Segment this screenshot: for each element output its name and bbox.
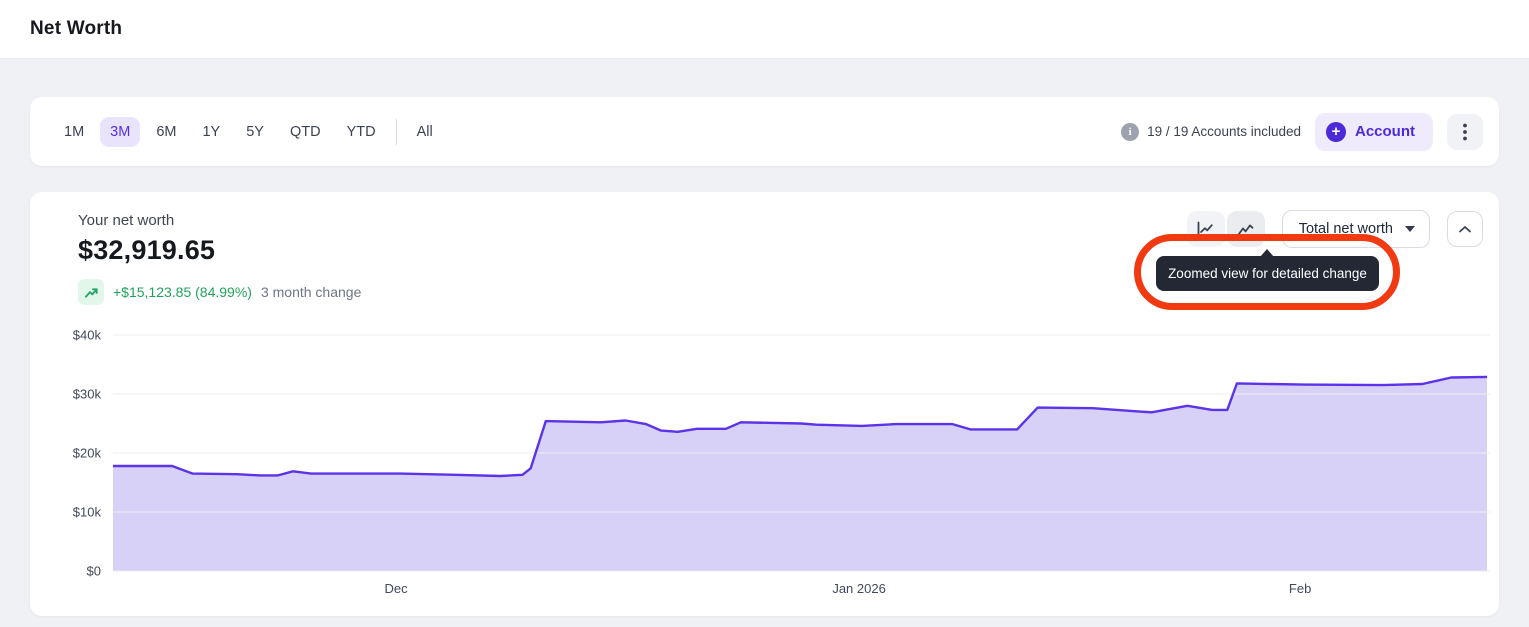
add-account-button[interactable]: + Account (1315, 112, 1433, 151)
net-worth-card: Your net worth $32,919.65 +$15,123.85 (8… (30, 192, 1499, 616)
plus-icon: + (1326, 121, 1346, 142)
kebab-menu-icon (1463, 123, 1467, 140)
chart-axes-icon (1197, 221, 1215, 236)
zoomed-chart-view-button[interactable] (1226, 211, 1265, 247)
info-icon[interactable]: i (1121, 122, 1140, 141)
timerange-selector: 1M 3M 6M 1Y 5Y QTD YTD (54, 116, 386, 147)
svg-text:Feb: Feb (1289, 581, 1311, 596)
trend-up-icon (84, 287, 98, 298)
chart-controls: Total net worth (1186, 210, 1483, 248)
svg-text:Jan 2026: Jan 2026 (832, 581, 886, 596)
collapse-card-button[interactable] (1447, 211, 1483, 247)
chevron-up-icon (1459, 225, 1471, 232)
toolbar-right: i 19 / 19 Accounts included + Account (1121, 112, 1483, 151)
svg-text:Dec: Dec (384, 581, 408, 596)
timerange-1y[interactable]: 1Y (202, 123, 221, 140)
change-row: +$15,123.85 (84.99%) 3 month change (78, 279, 361, 305)
zoomed-trend-icon (1237, 224, 1254, 235)
divider (395, 118, 397, 145)
timerange-all[interactable]: All (416, 123, 433, 140)
svg-text:$10k: $10k (73, 505, 102, 520)
change-period: 3 month change (260, 284, 362, 300)
net-worth-summary: Your net worth $32,919.65 +$15,123.85 (8… (78, 212, 361, 305)
standard-chart-view-button[interactable] (1186, 211, 1225, 247)
tooltip-text: Zoomed view for detailed change (1168, 266, 1367, 281)
kebab-menu-button[interactable] (1447, 113, 1483, 150)
timerange-6m[interactable]: 6M (156, 123, 177, 140)
add-account-label: Account (1355, 123, 1415, 140)
accounts-included: i 19 / 19 Accounts included (1121, 122, 1301, 141)
timerange-1m[interactable]: 1M (64, 123, 85, 140)
chevron-down-icon (1405, 226, 1415, 232)
area-fill (113, 376, 1487, 571)
svg-text:$40k: $40k (73, 328, 102, 343)
svg-text:$0: $0 (87, 564, 101, 579)
chart-view-toggle (1186, 211, 1265, 247)
series-select-dropdown[interactable]: Total net worth (1281, 210, 1430, 248)
accounts-included-label: 19 / 19 Accounts included (1147, 124, 1301, 139)
trend-up-badge (78, 279, 104, 305)
tooltip-arrow (1260, 249, 1274, 257)
svg-text:$20k: $20k (73, 446, 102, 461)
series-select-value: Total net worth (1298, 221, 1393, 237)
timerange-toolbar: 1M 3M 6M 1Y 5Y QTD YTD All i 19 / 19 Accounts … (30, 97, 1499, 166)
page-header: Net Worth (0, 0, 1529, 59)
svg-text:$30k: $30k (73, 387, 102, 402)
zoomed-view-tooltip: Zoomed view for detailed change (1156, 249, 1379, 291)
net-worth-value: $32,919.65 (78, 235, 216, 265)
net-worth-chart[interactable]: $0 $10k $20k $30k $40k Dec Jan 2026 Feb (30, 320, 1499, 612)
timerange-qtd[interactable]: QTD (289, 123, 321, 140)
net-worth-line (113, 375, 1488, 478)
timerange-5y[interactable]: 5Y (246, 123, 264, 140)
summary-label: Your net worth (78, 212, 175, 229)
timerange-3m[interactable]: 3M (100, 116, 141, 147)
timerange-ytd[interactable]: YTD (346, 123, 376, 140)
change-amount: +$15,123.85 (84.99%) (113, 284, 252, 300)
page-title: Net Worth (30, 18, 123, 39)
